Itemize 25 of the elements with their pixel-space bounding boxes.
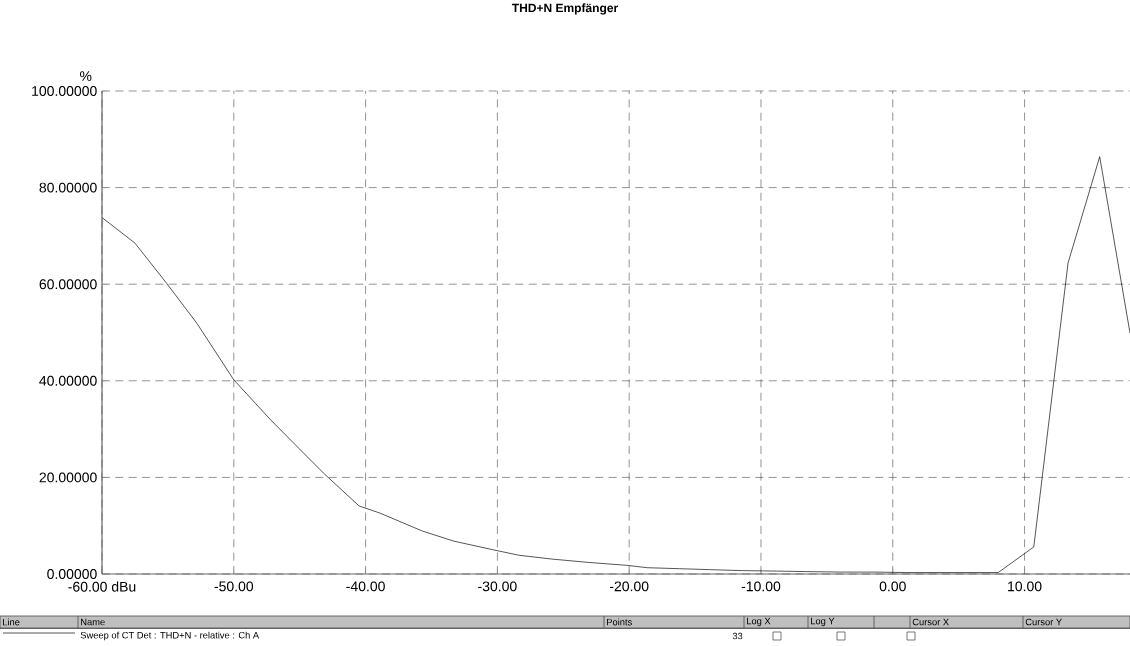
x-tick-label: -20.00 — [609, 581, 649, 592]
text: Cursor Y — [1025, 618, 1062, 626]
x-tick-label: 0.00 — [879, 581, 906, 592]
text: Points — [607, 618, 632, 626]
x-tick-label: -60.00 dBu — [68, 581, 136, 592]
y-axis-title: % — [80, 71, 92, 81]
x-tick-label: 10.00 — [1008, 581, 1042, 592]
text: 33 — [732, 632, 743, 640]
y-tick-label: 40.00000 — [39, 375, 97, 386]
text: Cursor X — [912, 618, 949, 626]
chart-title: THD+N Empfänger — [511, 3, 618, 15]
text: Name — [81, 618, 105, 626]
y-tick-label: 80.00000 — [39, 182, 97, 193]
y-tick-label: 0.00000 — [47, 569, 97, 579]
text: Line — [3, 618, 20, 626]
x-tick-label: -10.00 — [741, 581, 781, 592]
x-tick-label: -40.00 — [346, 581, 385, 592]
x-tick-label: -50.00 — [214, 581, 254, 592]
y-tick-label: 20.00000 — [39, 472, 97, 483]
y-tick-label: 100.00000 — [32, 86, 97, 96]
x-tick-label: -30.00 — [478, 581, 517, 592]
y-tick-label: 60.00000 — [39, 279, 97, 290]
text: Log X — [747, 617, 771, 627]
text: Sweep of CT Det : THD+N - relative : Ch A — [80, 631, 260, 641]
text: Log Y — [811, 617, 835, 627]
